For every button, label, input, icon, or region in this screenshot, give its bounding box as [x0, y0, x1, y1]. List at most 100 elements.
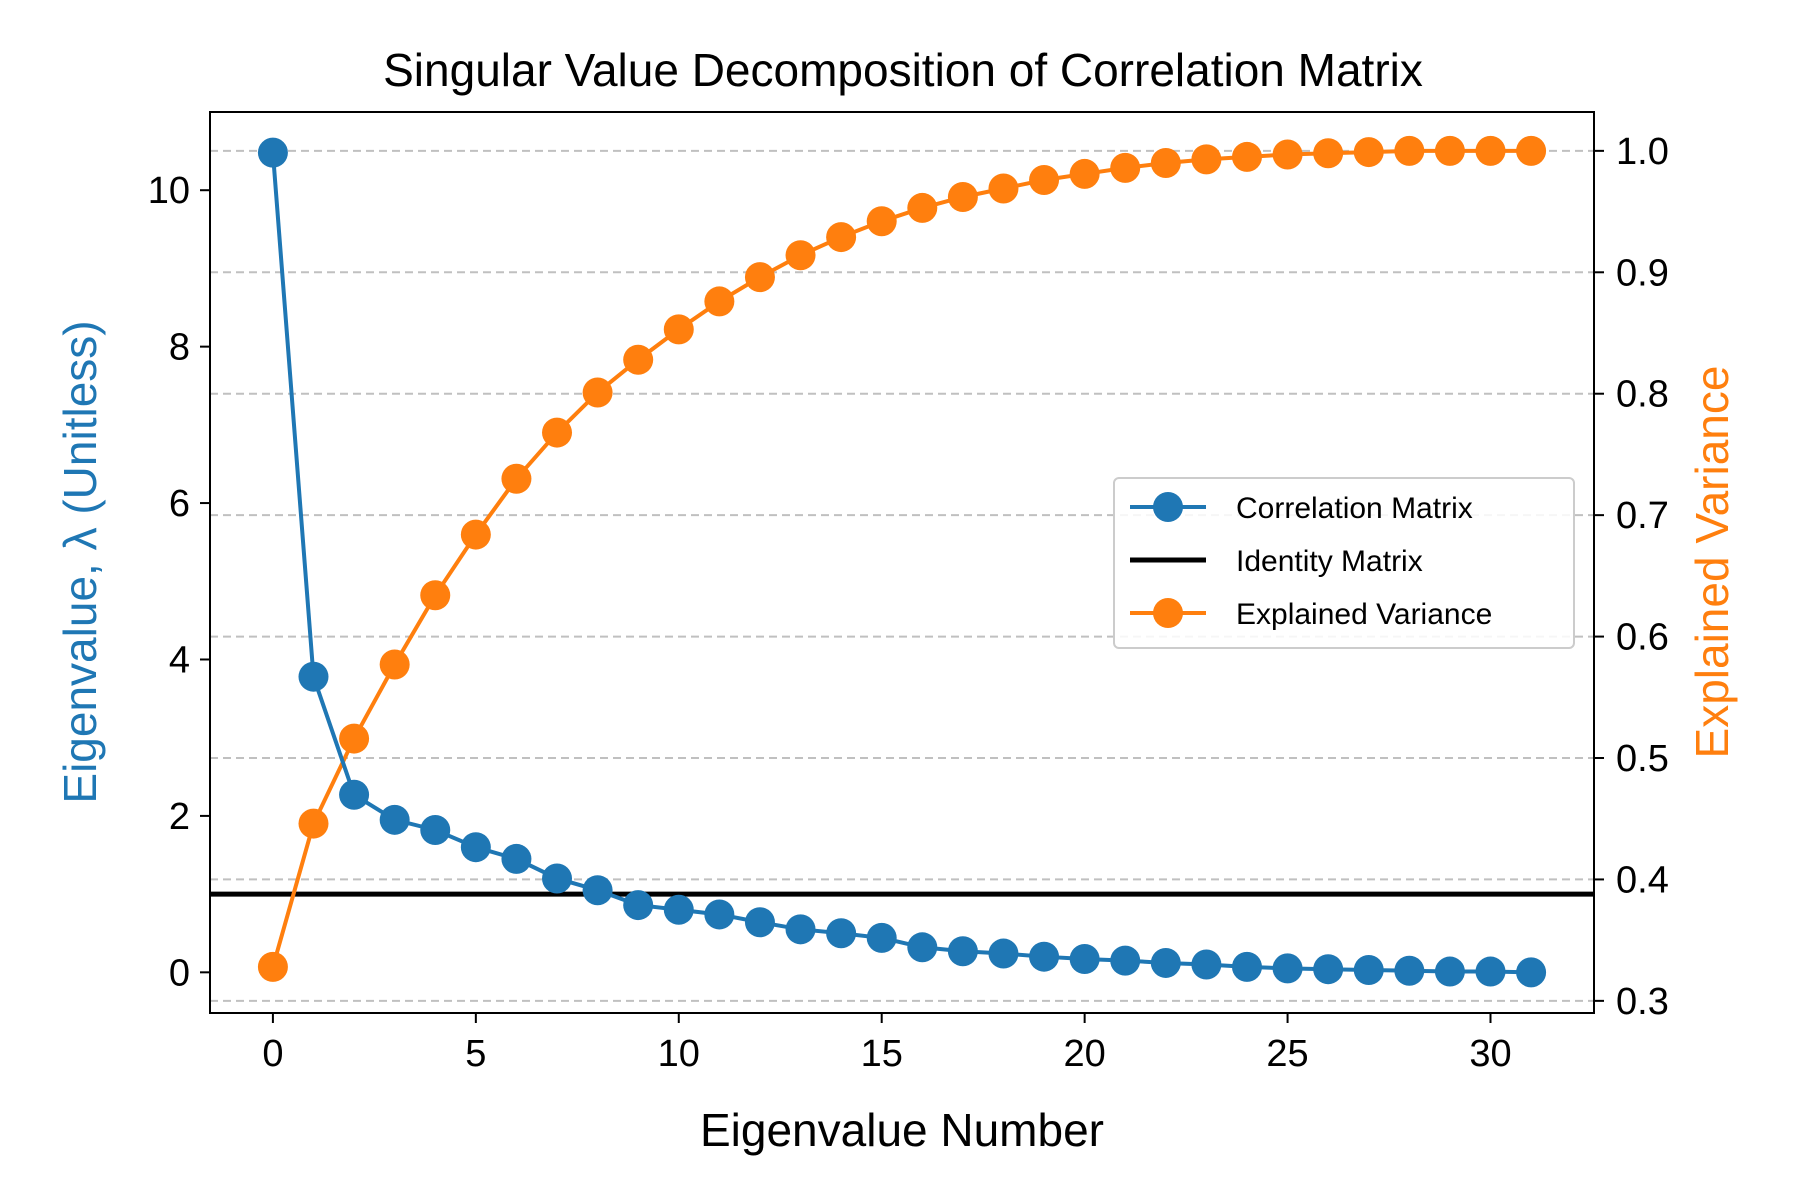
- right-y-tick-label: 0.3: [1616, 981, 1669, 1023]
- correlation-matrix-point: [1434, 956, 1465, 987]
- x-tick-label: 15: [861, 1033, 903, 1075]
- correlation-matrix-point: [947, 936, 978, 967]
- explained-variance-point: [1150, 148, 1181, 178]
- right-y-axis-label: Explained Variance: [1686, 366, 1738, 759]
- correlation-matrix-point: [1516, 957, 1547, 988]
- correlation-matrix-point: [339, 779, 370, 810]
- left-y-axis-label: Eigenvalue, λ (Unitless): [54, 320, 106, 803]
- explained-variance-point: [1191, 144, 1222, 175]
- explained-variance-point: [1353, 137, 1384, 168]
- explained-variance-point: [1394, 135, 1425, 166]
- correlation-matrix-point: [257, 137, 288, 168]
- left-y-axis-ticks: 0 2 4 6 8 10: [148, 170, 210, 994]
- right-y-tick-label: 0.8: [1616, 374, 1669, 416]
- right-y-tick-label: 0.6: [1616, 617, 1669, 659]
- correlation-matrix-point: [1191, 949, 1222, 980]
- explained-variance-point: [1516, 135, 1547, 166]
- correlation-matrix-point: [501, 843, 532, 874]
- explained-variance-point: [826, 222, 857, 253]
- legend-box: [1113, 477, 1575, 649]
- explained-variance-point: [542, 417, 573, 448]
- correlation-matrix-point: [582, 875, 613, 906]
- x-axis-ticks: 0 5 10 15 20 25 30: [262, 1013, 1512, 1075]
- correlation-matrix-point: [1029, 941, 1060, 972]
- x-tick-label: 5: [465, 1033, 486, 1075]
- explained-variance-point: [663, 314, 694, 345]
- explained-variance-point: [1110, 152, 1141, 183]
- explained-variance-point: [907, 192, 938, 223]
- correlation-matrix-point: [542, 863, 573, 894]
- legend-marker-explained-variance: [1153, 598, 1183, 628]
- correlation-matrix-point: [988, 938, 1019, 969]
- explained-variance-point: [379, 649, 410, 680]
- correlation-matrix-point: [1069, 944, 1100, 975]
- x-tick-label: 10: [658, 1033, 700, 1075]
- correlation-matrix-point: [1272, 953, 1303, 984]
- right-y-tick-label: 0.4: [1616, 859, 1669, 901]
- legend-label-correlation-matrix: Correlation Matrix: [1236, 492, 1473, 525]
- explained-variance-point: [460, 519, 491, 550]
- legend: Correlation Matrix Identity Matrix Expla…: [1113, 477, 1575, 649]
- left-y-tick-label: 6: [169, 483, 190, 525]
- right-y-tick-label: 0.7: [1616, 495, 1669, 537]
- left-y-tick-label: 8: [169, 327, 190, 369]
- left-y-tick-label: 4: [169, 639, 190, 681]
- correlation-matrix-point: [420, 814, 451, 845]
- correlation-matrix-point: [1110, 945, 1141, 976]
- right-y-tick-label: 1.0: [1616, 131, 1669, 173]
- grid-layer: [210, 149, 1594, 1002]
- explained-variance-point: [257, 951, 288, 982]
- x-tick-label: 25: [1266, 1033, 1308, 1075]
- correlation-matrix-point: [1353, 954, 1384, 985]
- explained-variance-point: [623, 344, 654, 375]
- explained-variance-point: [582, 377, 613, 408]
- correlation-matrix-point: [1150, 947, 1181, 978]
- x-tick-label: 0: [262, 1033, 283, 1075]
- explained-variance-point: [866, 206, 897, 237]
- explained-variance-point: [1029, 165, 1060, 195]
- explained-variance-point: [420, 580, 451, 611]
- correlation-matrix-point: [785, 914, 816, 945]
- correlation-matrix-point: [663, 894, 694, 925]
- explained-variance-point: [339, 723, 370, 754]
- plot-frame: [209, 111, 1595, 1014]
- right-y-tick-label: 0.9: [1616, 252, 1669, 294]
- correlation-matrix-point: [298, 661, 329, 692]
- series-layer: [257, 135, 1547, 988]
- correlation-matrix-point: [866, 922, 897, 953]
- explained-variance-point: [744, 262, 775, 293]
- correlation-matrix-point: [907, 932, 938, 963]
- chart-title: Singular Value Decomposition of Correlat…: [383, 44, 1423, 96]
- explained-variance-point: [1313, 138, 1344, 169]
- correlation-matrix-point: [1231, 951, 1262, 982]
- explained-variance-point: [298, 808, 329, 839]
- correlation-matrix-point: [1394, 955, 1425, 986]
- explained-variance-point: [704, 286, 735, 317]
- explained-variance-point: [785, 240, 816, 271]
- explained-variance-point: [1231, 141, 1262, 172]
- explained-variance-point: [1434, 135, 1465, 166]
- x-tick-label: 20: [1063, 1033, 1105, 1075]
- x-axis-label: Eigenvalue Number: [700, 1104, 1104, 1156]
- explained-variance-point: [1475, 135, 1506, 166]
- right-y-tick-label: 0.5: [1616, 738, 1669, 780]
- correlation-matrix-point: [379, 804, 410, 835]
- right-y-axis-ticks: 0.3 0.4 0.5 0.6 0.7 0.8 0.9 1.0: [1594, 131, 1669, 1023]
- correlation-matrix-point: [1475, 956, 1506, 987]
- legend-label-explained-variance: Explained Variance: [1236, 598, 1492, 631]
- explained-variance-point: [1069, 158, 1100, 189]
- left-y-tick-label: 0: [169, 952, 190, 994]
- legend-marker-correlation-matrix: [1153, 492, 1183, 522]
- correlation-matrix-point: [460, 832, 491, 863]
- correlation-matrix-point: [1313, 954, 1344, 985]
- correlation-matrix-point: [744, 907, 775, 938]
- explained-variance-point: [947, 182, 978, 212]
- correlation-matrix-point: [704, 899, 735, 930]
- explained-variance-point: [501, 463, 532, 494]
- correlation-matrix-point: [623, 890, 654, 921]
- correlation-matrix-point: [826, 918, 857, 949]
- left-y-tick-label: 2: [169, 796, 190, 838]
- explained-variance-point: [1272, 139, 1303, 170]
- x-tick-label: 30: [1469, 1033, 1511, 1075]
